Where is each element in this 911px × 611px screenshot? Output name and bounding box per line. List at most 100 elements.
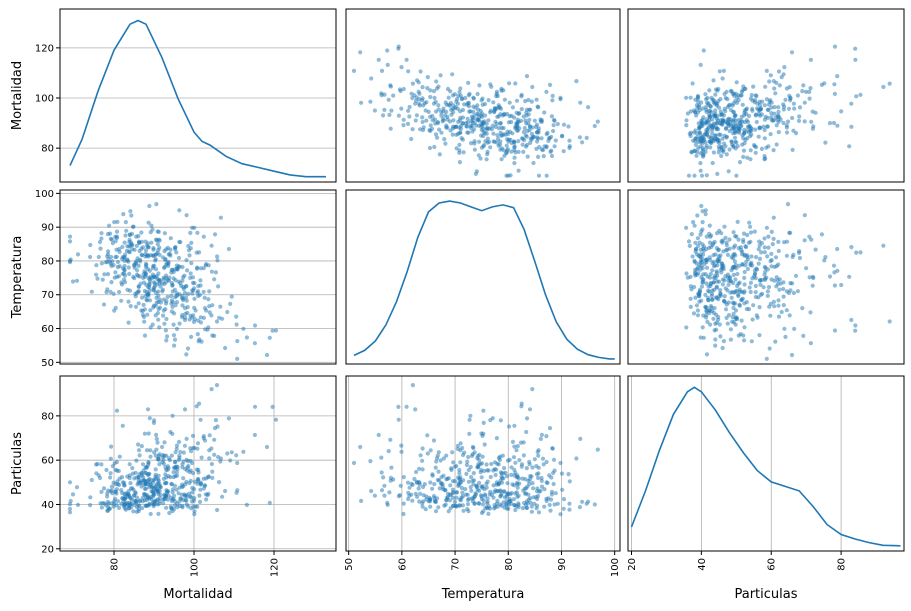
scatter-point xyxy=(439,130,444,135)
scatter-point xyxy=(710,125,715,130)
scatter-point xyxy=(154,267,159,272)
scatter-point xyxy=(498,147,503,152)
scatter-point xyxy=(190,490,195,495)
scatter-point xyxy=(149,223,154,228)
scatter-point xyxy=(535,449,540,455)
scatter-point xyxy=(156,473,161,478)
scatter-point xyxy=(732,301,738,306)
scatter-point xyxy=(737,289,743,294)
scatter-point xyxy=(685,275,691,280)
scatter-point xyxy=(138,259,143,264)
scatter-point xyxy=(502,495,507,500)
scatter-point xyxy=(180,264,185,270)
scatter-point xyxy=(767,99,772,104)
scatter-point xyxy=(731,311,736,316)
scatter-point xyxy=(167,510,172,516)
scatter-point xyxy=(469,141,474,146)
scatter-point xyxy=(701,248,706,253)
scatter-point xyxy=(716,314,721,320)
scatter-point xyxy=(433,132,439,137)
scatter-point xyxy=(140,253,145,258)
scatter-point xyxy=(146,477,151,482)
scatter-point xyxy=(399,449,404,454)
scatter-point xyxy=(421,484,426,490)
scatter-point xyxy=(147,288,152,293)
scatter-point xyxy=(155,497,160,502)
scatter-point xyxy=(190,460,195,466)
scatter-point xyxy=(170,304,175,309)
scatter-point xyxy=(540,148,546,153)
scatter-point xyxy=(832,44,838,49)
scatter-point xyxy=(210,333,215,338)
scatter-point xyxy=(558,460,563,466)
scatter-point xyxy=(398,88,403,94)
scatter-point xyxy=(534,489,540,494)
scatter-point xyxy=(687,131,692,136)
scatter-point xyxy=(586,105,591,110)
scatter-point xyxy=(739,93,744,98)
scatter-point xyxy=(98,501,103,506)
scatter-point xyxy=(150,266,155,271)
scatter-point xyxy=(101,302,107,307)
scatter-point xyxy=(763,114,768,119)
scatter-point xyxy=(414,479,419,484)
scatter-point xyxy=(396,44,401,49)
scatter-point xyxy=(467,431,472,436)
scatter-point xyxy=(700,325,705,330)
scatter-point xyxy=(124,500,129,506)
scatter-point xyxy=(732,93,737,98)
scatter-point xyxy=(549,148,554,153)
scatter-point xyxy=(479,124,484,129)
scatter-point xyxy=(114,254,119,259)
scatter-point xyxy=(708,145,713,150)
scatter-point xyxy=(521,453,527,458)
scatter-point xyxy=(454,490,460,495)
scatter-point xyxy=(716,86,721,92)
scatter-point xyxy=(723,119,728,124)
scatter-point xyxy=(712,306,717,311)
scatter-point xyxy=(465,116,470,121)
scatter-point xyxy=(532,457,537,462)
scatter-point xyxy=(765,293,770,298)
scatter-point xyxy=(530,465,535,470)
scatter-point xyxy=(99,231,104,236)
scatter-point xyxy=(742,269,747,275)
scatter-point xyxy=(823,140,828,145)
scatter-point xyxy=(704,145,709,151)
scatter-point xyxy=(368,459,373,464)
scatter-point xyxy=(420,115,425,120)
scatter-point xyxy=(99,236,104,241)
scatter-point xyxy=(747,285,752,290)
scatter-point xyxy=(99,489,104,494)
scatter-point xyxy=(439,113,444,118)
scatter-point xyxy=(162,440,167,445)
scatter-point xyxy=(528,140,533,145)
scatter-point xyxy=(128,481,133,486)
scatter-point xyxy=(228,458,233,463)
scatter-point xyxy=(466,100,471,105)
scatter-point xyxy=(475,91,480,97)
scatter-point xyxy=(729,295,734,300)
scatter-point xyxy=(743,263,748,268)
scatter-point xyxy=(505,137,510,142)
scatter-point xyxy=(480,454,485,459)
scatter-point xyxy=(162,249,167,254)
scatter-point xyxy=(169,482,174,487)
scatter-point xyxy=(417,103,422,108)
scatter-point xyxy=(430,486,435,491)
scatter-point xyxy=(481,129,486,135)
scatter-point xyxy=(492,506,497,511)
scatter-point xyxy=(849,124,854,129)
scatter-point xyxy=(504,143,509,148)
scatter-point xyxy=(777,83,782,88)
scatter-point xyxy=(163,256,168,261)
scatter-point xyxy=(687,243,692,248)
scatter-point xyxy=(184,352,189,357)
scatter-point xyxy=(494,480,499,485)
scatter-point xyxy=(195,230,200,235)
scatter-point xyxy=(368,99,373,104)
scatter-point xyxy=(784,308,789,313)
scatter-point xyxy=(414,113,419,118)
scatter-point xyxy=(267,335,272,340)
scatter-point xyxy=(183,311,188,316)
